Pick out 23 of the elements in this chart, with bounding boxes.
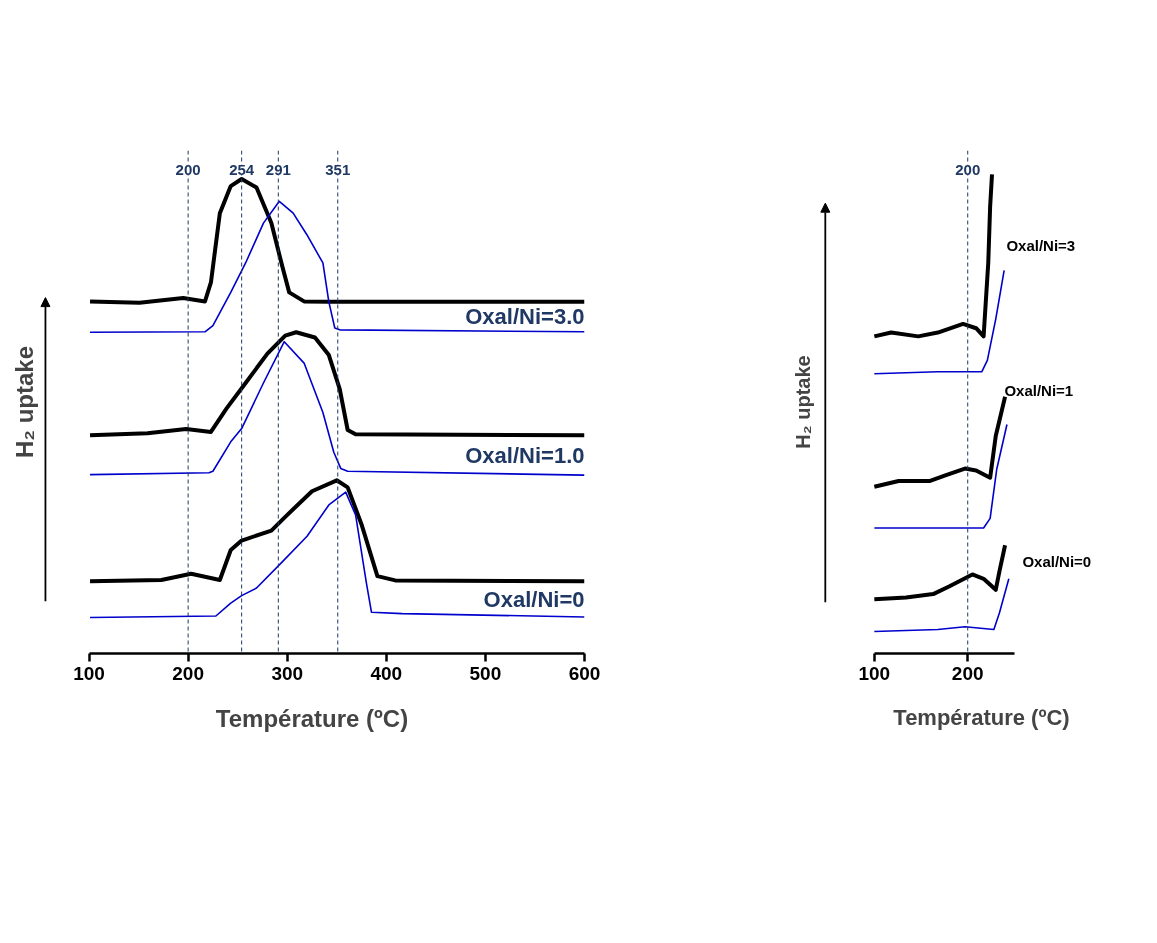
annotation: Oxal/Ni=3: [1006, 236, 1076, 254]
x-tick-label: 100: [73, 662, 105, 684]
ref-line-label: 200: [175, 160, 201, 178]
x-tick-label: 400: [370, 662, 403, 684]
x-axis-title: Température (ºC): [215, 704, 409, 732]
ref-line-label: 254: [229, 160, 255, 178]
y-axis-title: H₂ uptake: [791, 355, 814, 449]
x-axis-title: Température (ºC): [893, 704, 1070, 730]
x-tick-label: 200: [172, 662, 204, 684]
x-tick-label: 200: [951, 662, 984, 684]
ref-line-label: 351: [325, 160, 351, 178]
annotation: Oxal/Ni=0: [483, 586, 585, 612]
x-tick-label: 600: [568, 662, 601, 684]
x-tick-label: 100: [858, 662, 891, 684]
text: Oxal/Ni=0: [1022, 552, 1092, 570]
annotation: Oxal/Ni=1.0: [465, 442, 585, 468]
annotation: Oxal/Ni=1: [1004, 382, 1074, 400]
y-axis-title: H₂ uptake: [10, 345, 38, 459]
x-tick-label: 300: [271, 662, 304, 684]
ref-line-label: 200: [955, 160, 981, 178]
ref-line-label: 291: [265, 160, 291, 178]
x-tick-label: 500: [469, 662, 502, 684]
annotation: Oxal/Ni=3.0: [465, 304, 585, 330]
